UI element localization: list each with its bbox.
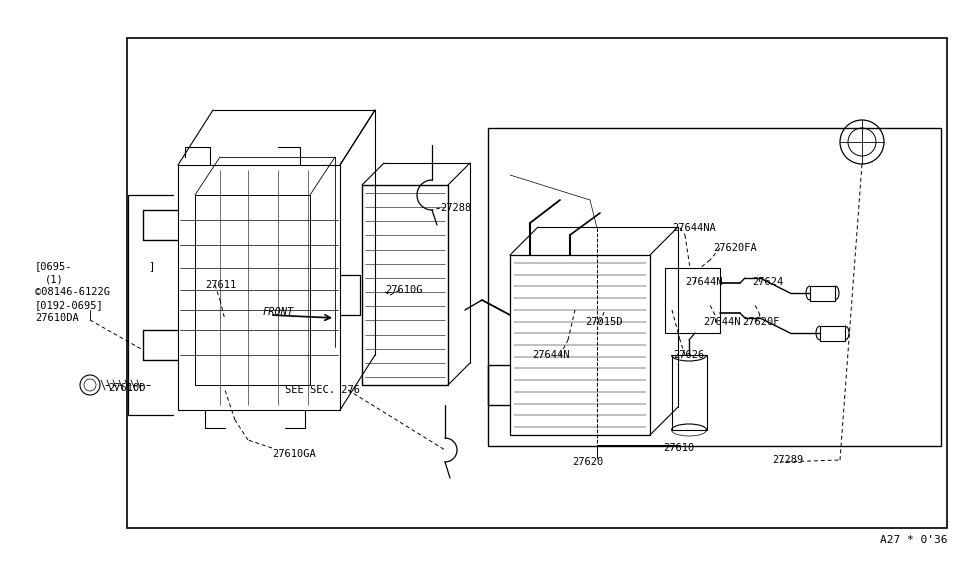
Bar <box>510 255 650 435</box>
Bar <box>665 268 720 333</box>
Text: 27610: 27610 <box>663 443 694 453</box>
Text: 27611: 27611 <box>205 280 236 290</box>
Text: 27289: 27289 <box>772 455 803 465</box>
Text: [0695-: [0695- <box>35 261 72 271</box>
Bar <box>195 195 310 385</box>
Text: 27620FA: 27620FA <box>713 243 757 253</box>
Text: 27626: 27626 <box>673 350 704 360</box>
Text: 27610D: 27610D <box>108 383 145 393</box>
Text: ]: ] <box>148 261 154 271</box>
Text: 27610GA: 27610GA <box>272 449 316 459</box>
Text: ©08146-6122G: ©08146-6122G <box>35 287 110 297</box>
Bar <box>672 355 707 430</box>
Text: 27620: 27620 <box>572 457 604 467</box>
Text: 27624: 27624 <box>752 277 783 287</box>
Text: 27644NA: 27644NA <box>672 223 716 233</box>
Text: 27610DA: 27610DA <box>35 313 79 323</box>
Bar <box>810 286 835 301</box>
Text: FRONT: FRONT <box>263 307 294 317</box>
Bar <box>127 38 947 528</box>
Bar <box>362 185 448 385</box>
Bar <box>488 128 941 446</box>
Text: 27644N: 27644N <box>703 317 740 327</box>
Text: 27288: 27288 <box>440 203 471 213</box>
Text: 27610G: 27610G <box>385 285 422 295</box>
Text: [0192-0695]: [0192-0695] <box>35 300 103 310</box>
Text: 27644N: 27644N <box>532 350 569 360</box>
Text: A27 * 0'36: A27 * 0'36 <box>880 535 948 545</box>
Text: SEE SEC. 276: SEE SEC. 276 <box>285 385 360 395</box>
Text: (1): (1) <box>45 274 63 284</box>
Text: 27015D: 27015D <box>585 317 622 327</box>
Text: 27644N: 27644N <box>685 277 722 287</box>
Text: 27620F: 27620F <box>742 317 779 327</box>
Bar <box>820 326 845 341</box>
